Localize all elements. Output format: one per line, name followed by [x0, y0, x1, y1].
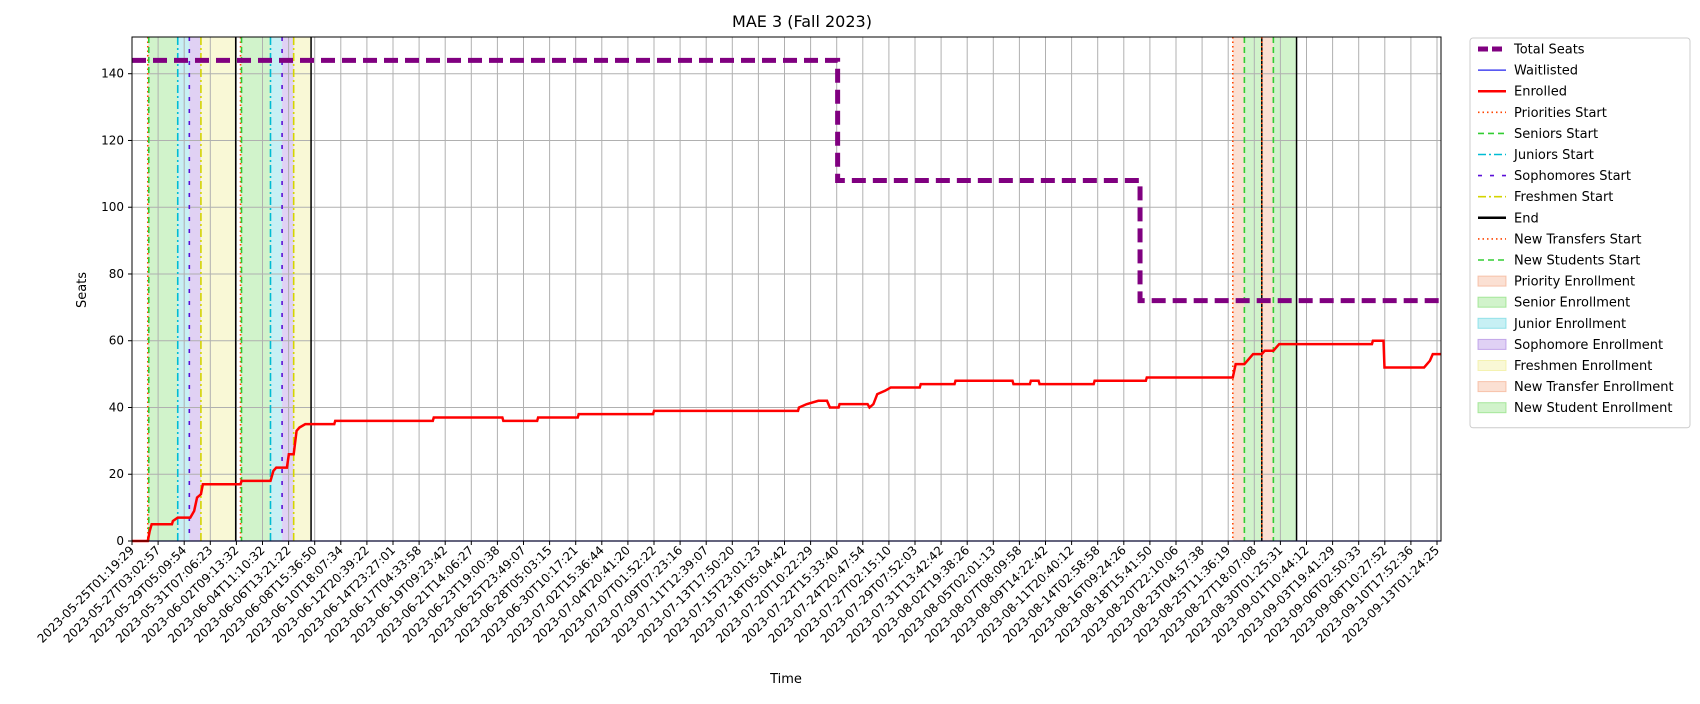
event-lines [146, 37, 1298, 541]
enrollment-band-9 [293, 37, 312, 541]
legend-label-3: Priorities Start [1514, 106, 1607, 121]
x-axis-ticks: 2023-05-25T01:19:292023-05-27T03:02:5720… [35, 541, 1442, 646]
legend-box [1469, 37, 1691, 429]
legend-label-10: New Students Start [1514, 254, 1640, 269]
legend-label-14: Sophomore Enrollment [1514, 338, 1663, 353]
legend-label-15: Freshmen Enrollment [1514, 359, 1652, 374]
legend-label-2: Enrolled [1514, 85, 1567, 100]
legend-label-13: Junior Enrollment [1513, 317, 1626, 332]
legend-swatch-13 [1477, 317, 1507, 329]
legend-label-7: Freshmen Start [1514, 190, 1613, 205]
enrollment-band-13 [1273, 37, 1297, 541]
enrollment-band-11 [1244, 37, 1262, 541]
plot-frame [131, 36, 1442, 542]
legend-label-1: Waitlisted [1514, 64, 1578, 79]
y-tick-label-0: 0 [116, 534, 124, 548]
enrollment-band-2 [177, 37, 190, 541]
legend: Total Seats Waitlisted Enrolled Priorities … [1469, 37, 1691, 429]
legend-swatch-14 [1477, 338, 1507, 350]
legend-label-0: Total Seats [1513, 43, 1585, 58]
chart-title: MAE 3 (Fall 2023) [732, 12, 872, 31]
y-axis-label: Seats [75, 272, 90, 308]
legend-swatch-12 [1477, 296, 1507, 308]
legend-label-5: Juniors Start [1513, 148, 1594, 163]
legend-label-8: End [1514, 211, 1539, 226]
series-line-total-seats [132, 57, 1441, 304]
legend-swatch-11 [1477, 275, 1507, 287]
enrollment-band-10 [1232, 37, 1245, 541]
legend-swatch-16 [1477, 381, 1507, 393]
enrollment-band-8 [282, 37, 294, 541]
y-axis-ticks: 0 20 40 60 80 100 120 140 [101, 67, 132, 548]
legend-label-16: New Transfer Enrollment [1514, 380, 1674, 395]
legend-label-12: Senior Enrollment [1514, 296, 1630, 311]
enrollment-band-6 [241, 37, 271, 541]
legend-swatch-15 [1477, 360, 1507, 371]
enrollment-band-7 [270, 37, 283, 541]
legend-label-11: Priority Enrollment [1514, 275, 1635, 290]
legend-label-4: Seniors Start [1514, 127, 1598, 142]
y-tick-label-6: 120 [101, 133, 124, 147]
y-tick-label-7: 140 [101, 67, 124, 81]
y-tick-label-2: 40 [109, 400, 124, 414]
enrollment-band-3 [189, 37, 201, 541]
enrollment-band-1 [148, 37, 178, 541]
legend-label-17: New Student Enrollment [1514, 401, 1672, 416]
legend-swatch-17 [1477, 402, 1507, 414]
x-axis-label: Time [769, 672, 802, 687]
y-tick-label-4: 80 [109, 267, 124, 281]
y-tick-label-1: 20 [109, 467, 124, 481]
y-tick-label-3: 60 [109, 334, 124, 348]
enrollment-band-12 [1261, 37, 1274, 541]
y-tick-label-5: 100 [101, 200, 124, 214]
legend-label-9: New Transfers Start [1514, 232, 1641, 247]
enrollment-bands [147, 37, 1297, 541]
legend-label-6: Sophomores Start [1514, 169, 1631, 184]
series-line-enrolled [132, 339, 1441, 543]
enrollment-band-4 [200, 37, 236, 541]
